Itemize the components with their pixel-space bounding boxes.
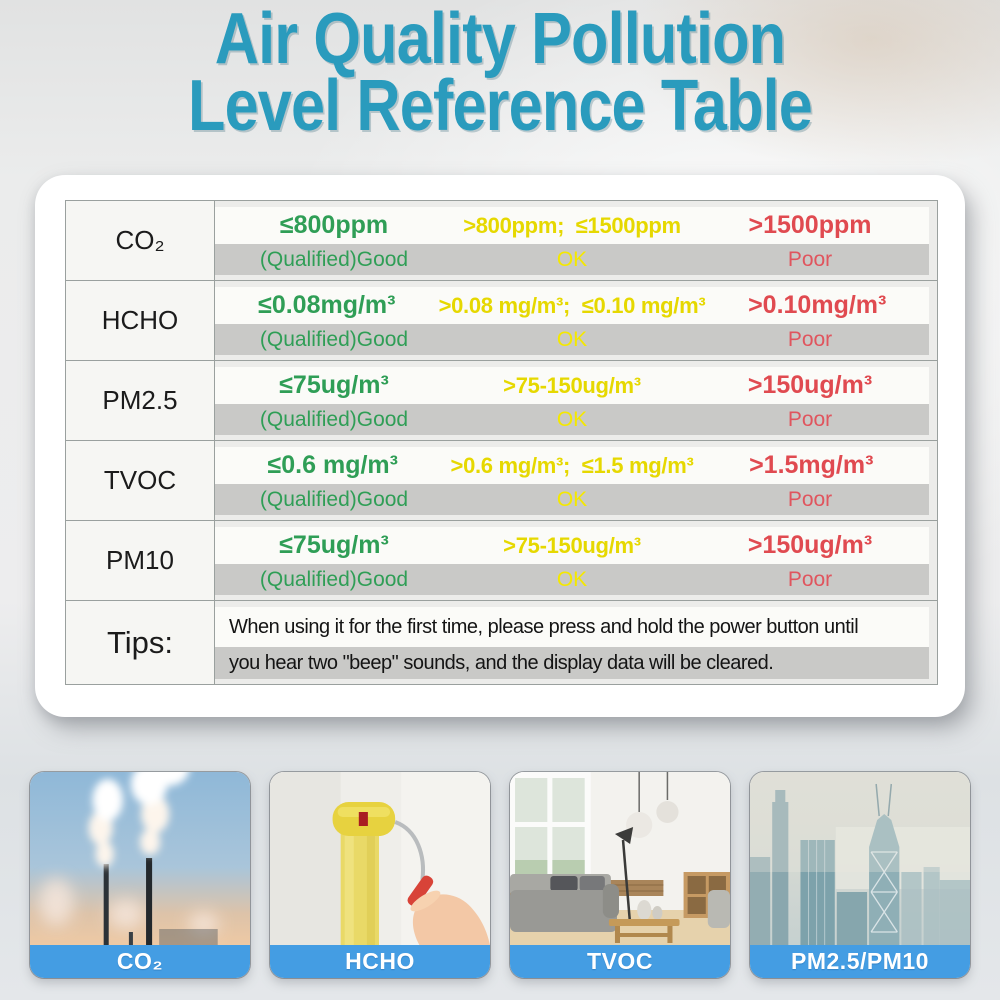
table-row-hcho: HCHO ≤0.08mg/m³ >0.08 mg/m³; ≤0.10 mg/m³… bbox=[66, 281, 937, 361]
reference-card: CO₂ ≤800ppm >800ppm; ≤1500ppm >1500ppm (… bbox=[35, 175, 965, 717]
tvoc-good-threshold: ≤0.6 mg/m³ bbox=[267, 451, 398, 480]
tips-content: When using it for the first time, please… bbox=[215, 601, 937, 684]
hcho-good-label: (Qualified)Good bbox=[259, 327, 409, 351]
page-title: Air Quality Pollution Level Reference Ta… bbox=[75, 0, 925, 146]
pollutant-name-tvoc: TVOC bbox=[66, 441, 215, 520]
table-row-co2: CO₂ ≤800ppm >800ppm; ≤1500ppm >1500ppm (… bbox=[66, 201, 937, 281]
page-title-line2: Level Reference Table bbox=[188, 66, 813, 146]
co2-poor-threshold: >1500ppm bbox=[748, 211, 872, 240]
pm10-good-threshold: ≤75ug/m³ bbox=[279, 531, 389, 560]
living-room-photo bbox=[510, 772, 730, 945]
hazy-city-illustration bbox=[750, 772, 970, 945]
co2-good-label: (Qualified)Good bbox=[259, 247, 409, 271]
row-values-co2: ≤800ppm >800ppm; ≤1500ppm >1500ppm (Qual… bbox=[215, 201, 937, 280]
gallery-card-tvoc: TVOC bbox=[510, 772, 730, 978]
pm25-ok-threshold: >75-150ug/m³ bbox=[503, 372, 641, 398]
hcho-poor-label: Poor bbox=[787, 327, 833, 351]
row-values-tvoc: ≤0.6 mg/m³ >0.6 mg/m³; ≤1.5 mg/m³ >1.5mg… bbox=[215, 441, 937, 520]
pm25-ok-label: OK bbox=[556, 407, 588, 431]
paint-roller-photo bbox=[270, 772, 490, 945]
tips-line2: you hear two "beep" sounds, and the disp… bbox=[215, 647, 929, 679]
table-row-tvoc: TVOC ≤0.6 mg/m³ >0.6 mg/m³; ≤1.5 mg/m³ >… bbox=[66, 441, 937, 521]
pollutant-name-hcho: HCHO bbox=[66, 281, 215, 360]
living-room-illustration bbox=[510, 772, 730, 945]
pm10-ok-label: OK bbox=[556, 567, 588, 591]
gallery-label-hcho: HCHO bbox=[270, 945, 490, 978]
gallery-label-tvoc: TVOC bbox=[510, 945, 730, 978]
tvoc-poor-label: Poor bbox=[787, 487, 833, 511]
hcho-good-threshold: ≤0.08mg/m³ bbox=[258, 291, 396, 320]
tvoc-ok-threshold: >0.6 mg/m³; ≤1.5 mg/m³ bbox=[450, 452, 694, 478]
gallery-card-hcho: HCHO bbox=[270, 772, 490, 978]
hcho-ok-label: OK bbox=[556, 327, 588, 351]
pollutant-name-pm25: PM2.5 bbox=[66, 361, 215, 440]
gallery-label-pm: PM2.5/PM10 bbox=[750, 945, 970, 978]
hcho-ok-threshold: >0.08 mg/m³; ≤0.10 mg/m³ bbox=[438, 292, 706, 318]
gallery-card-co2: CO₂ bbox=[30, 772, 250, 978]
row-values-pm10: ≤75ug/m³ >75-150ug/m³ >150ug/m³ (Qualifi… bbox=[215, 521, 937, 600]
tvoc-ok-label: OK bbox=[556, 487, 588, 511]
row-values-pm25: ≤75ug/m³ >75-150ug/m³ >150ug/m³ (Qualifi… bbox=[215, 361, 937, 440]
pollutant-gallery: CO₂ bbox=[30, 772, 970, 978]
pollutant-name-pm10: PM10 bbox=[66, 521, 215, 600]
co2-poor-label: Poor bbox=[787, 247, 833, 271]
pm10-poor-threshold: >150ug/m³ bbox=[747, 531, 873, 560]
page-title-line1: Air Quality Pollution bbox=[214, 0, 786, 79]
tips-label: Tips: bbox=[66, 601, 215, 684]
gallery-label-co2: CO₂ bbox=[30, 945, 250, 978]
co2-ok-threshold: >800ppm; ≤1500ppm bbox=[463, 212, 681, 238]
smokestacks-illustration bbox=[30, 772, 250, 945]
reference-table: CO₂ ≤800ppm >800ppm; ≤1500ppm >1500ppm (… bbox=[65, 200, 938, 685]
pm10-ok-threshold: >75-150ug/m³ bbox=[503, 532, 641, 558]
table-row-pm10: PM10 ≤75ug/m³ >75-150ug/m³ >150ug/m³ (Qu… bbox=[66, 521, 937, 601]
pm25-poor-label: Poor bbox=[787, 407, 833, 431]
row-values-hcho: ≤0.08mg/m³ >0.08 mg/m³; ≤0.10 mg/m³ >0.1… bbox=[215, 281, 937, 360]
hcho-poor-threshold: >0.10mg/m³ bbox=[748, 291, 887, 320]
co2-good-threshold: ≤800ppm bbox=[279, 211, 389, 240]
pollutant-name-co2: CO₂ bbox=[66, 201, 215, 280]
pm10-poor-label: Poor bbox=[787, 567, 833, 591]
tips-line1: When using it for the first time, please… bbox=[215, 607, 929, 647]
table-row-pm25: PM2.5 ≤75ug/m³ >75-150ug/m³ >150ug/m³ (Q… bbox=[66, 361, 937, 441]
co2-ok-label: OK bbox=[556, 247, 588, 271]
paint-roller-illustration bbox=[270, 772, 490, 945]
gallery-card-pm: PM2.5/PM10 bbox=[750, 772, 970, 978]
hazy-city-photo bbox=[750, 772, 970, 945]
tvoc-poor-threshold: >1.5mg/m³ bbox=[749, 451, 874, 480]
pm25-poor-threshold: >150ug/m³ bbox=[747, 371, 873, 400]
pm25-good-label: (Qualified)Good bbox=[259, 407, 409, 431]
pm10-good-label: (Qualified)Good bbox=[259, 567, 409, 591]
tvoc-good-label: (Qualified)Good bbox=[259, 487, 409, 511]
pm25-good-threshold: ≤75ug/m³ bbox=[279, 371, 389, 400]
smokestacks-photo bbox=[30, 772, 250, 945]
table-row-tips: Tips: When using it for the first time, … bbox=[66, 601, 937, 684]
